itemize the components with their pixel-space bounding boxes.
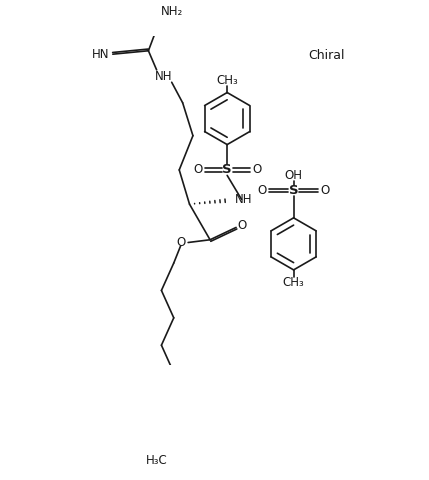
Text: NH: NH: [155, 70, 172, 84]
Text: O: O: [252, 163, 261, 177]
Text: NH₂: NH₂: [160, 4, 183, 18]
Text: CH₃: CH₃: [283, 276, 305, 289]
Text: OH: OH: [284, 169, 302, 182]
Text: O: O: [177, 236, 186, 249]
Text: S: S: [289, 184, 299, 197]
Text: O: O: [320, 184, 330, 197]
Text: Chiral: Chiral: [308, 48, 345, 62]
Text: O: O: [237, 219, 246, 232]
Text: O: O: [193, 163, 202, 177]
Text: O: O: [257, 184, 267, 197]
Text: H₃C: H₃C: [146, 454, 168, 467]
Text: NH: NH: [235, 193, 252, 206]
Text: S: S: [222, 163, 232, 177]
Text: CH₃: CH₃: [216, 74, 238, 87]
Text: HN: HN: [92, 48, 109, 60]
